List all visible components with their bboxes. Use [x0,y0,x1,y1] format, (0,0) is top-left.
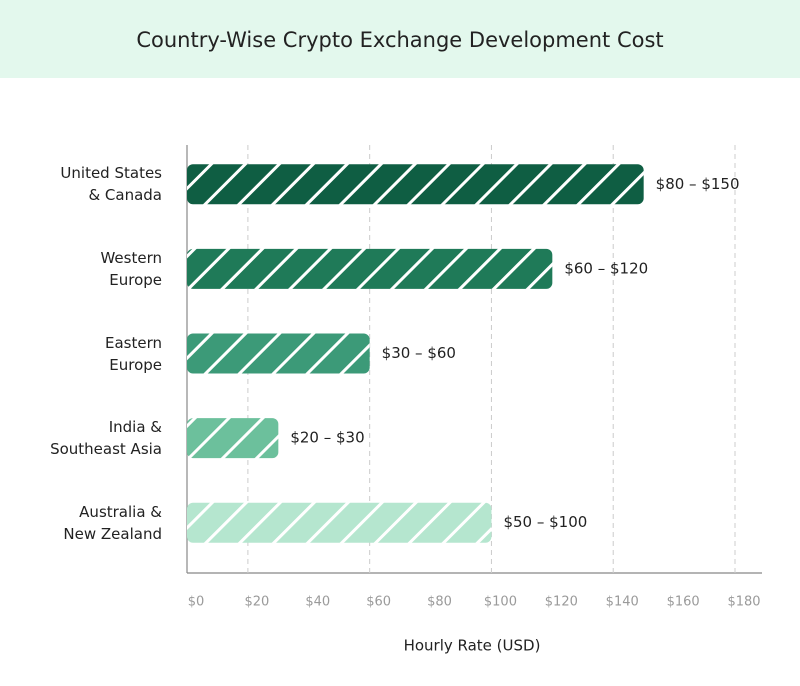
x-tick-label: $40 [305,595,330,610]
chart-title: Country-Wise Crypto Exchange Development… [136,28,663,52]
x-axis-label: Hourly Rate (USD) [404,637,541,655]
y-tick-label: India & Southeast Asia [50,418,162,459]
y-tick-label: Western Europe [100,248,162,289]
value-label: $60 – $120 [564,259,648,277]
x-tick-label: $20 [244,595,269,610]
y-tick-label: United States & Canada [60,164,162,205]
x-tick-label: $100 [484,595,517,610]
title-band [0,0,800,78]
bar [187,418,279,459]
value-label: $80 – $150 [656,175,740,193]
x-tick-label: $80 [427,595,452,610]
bar [187,248,553,289]
y-tick-label: Eastern Europe [104,333,162,374]
x-tick-label: $0 [188,595,205,610]
value-label: $50 – $100 [503,513,587,531]
bar [187,164,644,205]
x-tick-label: $120 [545,595,578,610]
value-label: $30 – $60 [382,344,456,362]
value-label: $20 – $30 [290,429,364,447]
x-tick-label: $140 [606,595,639,610]
bar [187,502,492,543]
bar [187,333,370,374]
y-tick-label: Australia & New Zealand [63,502,162,543]
x-tick-label: $60 [366,595,391,610]
x-tick-label: $160 [667,595,700,610]
x-tick-label: $180 [727,595,760,610]
